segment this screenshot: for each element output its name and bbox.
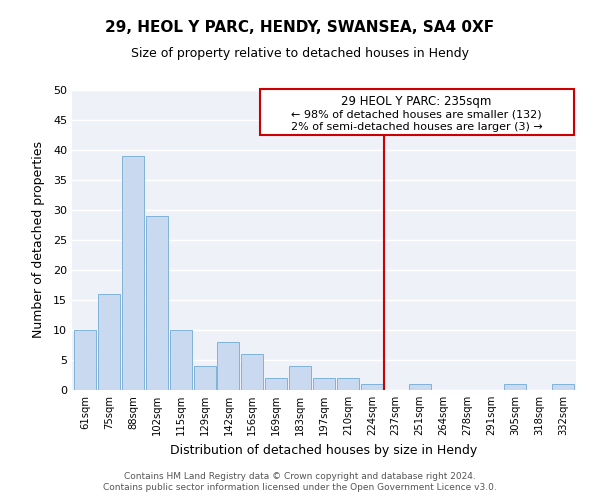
- Bar: [265, 378, 287, 390]
- Text: ← 98% of detached houses are smaller (132): ← 98% of detached houses are smaller (13…: [291, 110, 542, 120]
- Bar: [194, 366, 215, 390]
- FancyBboxPatch shape: [260, 89, 574, 135]
- Bar: [552, 384, 574, 390]
- Bar: [504, 384, 526, 390]
- Bar: [337, 378, 359, 390]
- Bar: [146, 216, 168, 390]
- Text: Contains public sector information licensed under the Open Government Licence v3: Contains public sector information licen…: [103, 484, 497, 492]
- Bar: [313, 378, 335, 390]
- Bar: [241, 354, 263, 390]
- Bar: [122, 156, 144, 390]
- Text: Size of property relative to detached houses in Hendy: Size of property relative to detached ho…: [131, 48, 469, 60]
- Bar: [98, 294, 120, 390]
- Bar: [361, 384, 383, 390]
- Bar: [170, 330, 191, 390]
- Y-axis label: Number of detached properties: Number of detached properties: [32, 142, 44, 338]
- Bar: [217, 342, 239, 390]
- X-axis label: Distribution of detached houses by size in Hendy: Distribution of detached houses by size …: [170, 444, 478, 456]
- Text: 2% of semi-detached houses are larger (3) →: 2% of semi-detached houses are larger (3…: [290, 122, 542, 132]
- Text: 29 HEOL Y PARC: 235sqm: 29 HEOL Y PARC: 235sqm: [341, 95, 492, 108]
- Bar: [74, 330, 96, 390]
- Text: Contains HM Land Registry data © Crown copyright and database right 2024.: Contains HM Land Registry data © Crown c…: [124, 472, 476, 481]
- Bar: [289, 366, 311, 390]
- Text: 29, HEOL Y PARC, HENDY, SWANSEA, SA4 0XF: 29, HEOL Y PARC, HENDY, SWANSEA, SA4 0XF: [106, 20, 494, 35]
- Bar: [409, 384, 431, 390]
